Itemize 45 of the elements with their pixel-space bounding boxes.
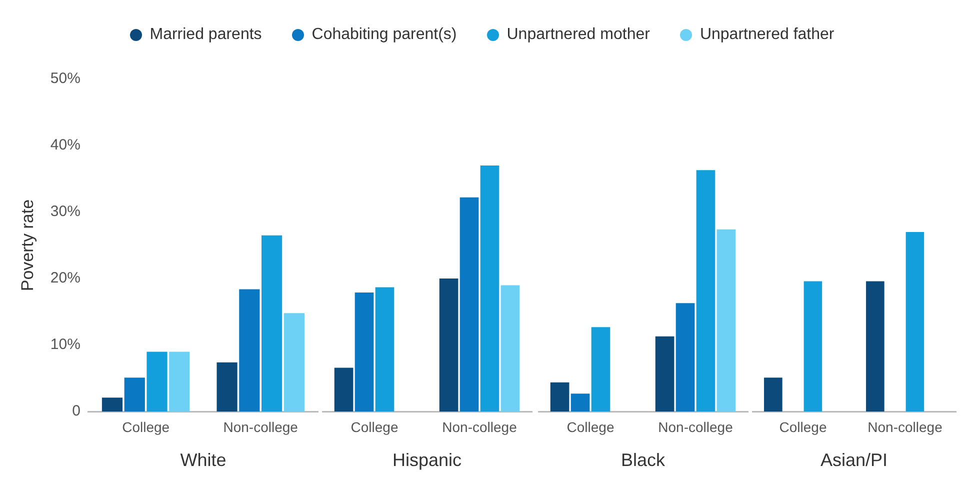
bar [696, 170, 716, 412]
bar [550, 382, 570, 412]
bar [480, 165, 500, 412]
y-tick-label: 20% [50, 270, 80, 287]
x-axis-title: Black [620, 450, 666, 470]
x-tick-label: College [122, 418, 170, 435]
x-tick-label: Non-college [442, 418, 518, 435]
bar [655, 336, 674, 412]
bar [676, 303, 695, 412]
bar [354, 292, 374, 412]
y-tick-label: 50% [50, 70, 80, 88]
bar [716, 229, 736, 412]
bar [334, 368, 354, 412]
x-tick-label: College [350, 418, 398, 435]
bar [375, 287, 394, 412]
y-tick-label: 30% [50, 203, 80, 220]
bar [239, 289, 260, 412]
y-axis-title: Poverty rate [18, 199, 37, 292]
x-tick-label: Non-college [868, 418, 943, 435]
bar [216, 362, 238, 412]
x-tick-label: College [779, 418, 827, 435]
bar [102, 398, 123, 412]
bar [262, 235, 282, 412]
legend-label: Unpartnered mother [506, 26, 650, 44]
y-tick-label: 0 [72, 402, 80, 420]
x-axis-title: Asian/PI [820, 450, 888, 470]
y-tick-label: 10% [50, 336, 80, 354]
bar [146, 352, 168, 412]
bar [439, 278, 458, 412]
legend-label: Unpartnered father [700, 26, 834, 44]
x-tick-label: Non-college [223, 418, 298, 435]
bar [284, 313, 304, 412]
bar [460, 197, 479, 412]
bar [500, 285, 520, 412]
bar [124, 378, 145, 412]
legend-label: Married parents [150, 26, 262, 44]
bar [169, 352, 190, 412]
x-axis-title: White [180, 450, 226, 470]
x-tick-label: Non-college [658, 418, 734, 435]
legend-label: Cohabiting parent(s) [312, 26, 457, 44]
bar [591, 327, 610, 412]
y-tick-label: 40% [50, 136, 80, 154]
bar [570, 394, 590, 412]
x-tick-label: College [566, 418, 614, 435]
x-axis-title: Hispanic [392, 450, 462, 470]
